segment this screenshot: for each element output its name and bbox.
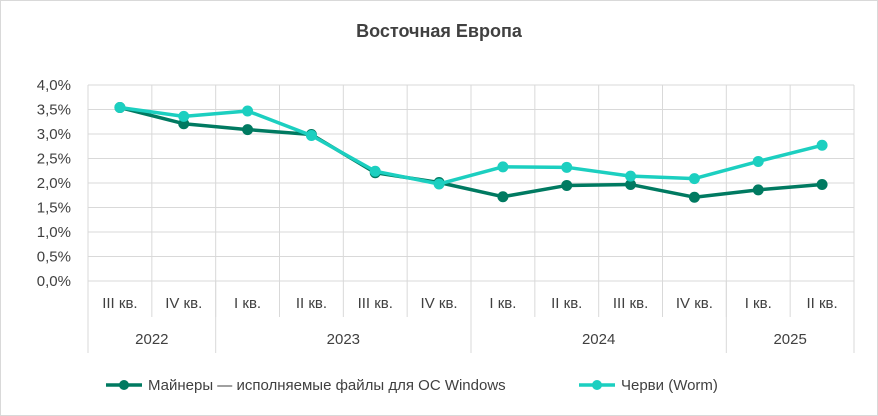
data-point <box>625 170 637 182</box>
y-tick-label: 4,0% <box>37 77 71 94</box>
x-tick-label: II кв. <box>806 295 837 312</box>
legend-swatch-marker <box>592 380 602 390</box>
year-group-label: 2025 <box>773 331 806 348</box>
x-axis: III кв. IV кв. I кв. II кв. III кв. IV кв. I к… <box>87 281 855 353</box>
data-point <box>242 124 254 136</box>
gridlines <box>87 84 855 282</box>
y-tick-label: 1,0% <box>37 224 71 241</box>
x-tick-label: I кв. <box>489 295 516 312</box>
x-tick-label: III кв. <box>102 295 137 312</box>
y-tick-label: 0,5% <box>37 249 71 266</box>
series-line <box>118 105 824 199</box>
x-tick-label: II кв. <box>551 295 582 312</box>
data-point <box>816 178 828 190</box>
x-tick-label: I кв. <box>745 295 772 312</box>
chart-title: Восточная Европа <box>356 21 523 41</box>
year-group-label: 2023 <box>327 331 360 348</box>
series-layer <box>114 102 828 203</box>
legend-swatch-marker <box>119 380 129 390</box>
year-group-label: 2022 <box>135 331 168 348</box>
legend-label: Черви (Worm) <box>621 377 718 394</box>
data-point <box>561 179 573 191</box>
data-point <box>242 105 254 117</box>
data-point <box>114 102 126 114</box>
y-axis: 0,0% 0,5% 1,0% 1,5% 2,0% 2,5% 3,0% 3,5% 4,0% <box>37 77 71 290</box>
data-point <box>369 165 381 177</box>
data-point <box>305 129 317 141</box>
y-tick-label: 1,5% <box>37 200 71 217</box>
data-point <box>497 191 509 203</box>
y-tick-label: 2,5% <box>37 151 71 168</box>
data-point <box>433 178 445 190</box>
x-tick-label: III кв. <box>358 295 393 312</box>
data-point <box>497 161 509 173</box>
data-point <box>816 139 828 151</box>
year-group-label: 2024 <box>582 331 615 348</box>
legend: Майнеры — исполняемые файлы для ОС Windo… <box>106 377 718 394</box>
legend-label: Майнеры — исполняемые файлы для ОС Windo… <box>148 377 506 394</box>
data-point <box>752 184 764 196</box>
x-tick-label: II кв. <box>296 295 327 312</box>
data-point <box>178 110 190 122</box>
y-tick-label: 3,5% <box>37 102 71 119</box>
data-point <box>688 173 700 185</box>
x-tick-label: I кв. <box>234 295 261 312</box>
y-tick-label: 3,0% <box>37 126 71 143</box>
x-tick-label: IV кв. <box>165 295 202 312</box>
x-tick-label: IV кв. <box>421 295 458 312</box>
data-point <box>688 191 700 203</box>
y-tick-label: 2,0% <box>37 175 71 192</box>
x-tick-label: III кв. <box>613 295 648 312</box>
data-point <box>561 161 573 173</box>
series-line <box>118 105 824 186</box>
data-point <box>752 155 764 167</box>
y-tick-label: 0,0% <box>37 273 71 290</box>
x-tick-label: IV кв. <box>676 295 713 312</box>
